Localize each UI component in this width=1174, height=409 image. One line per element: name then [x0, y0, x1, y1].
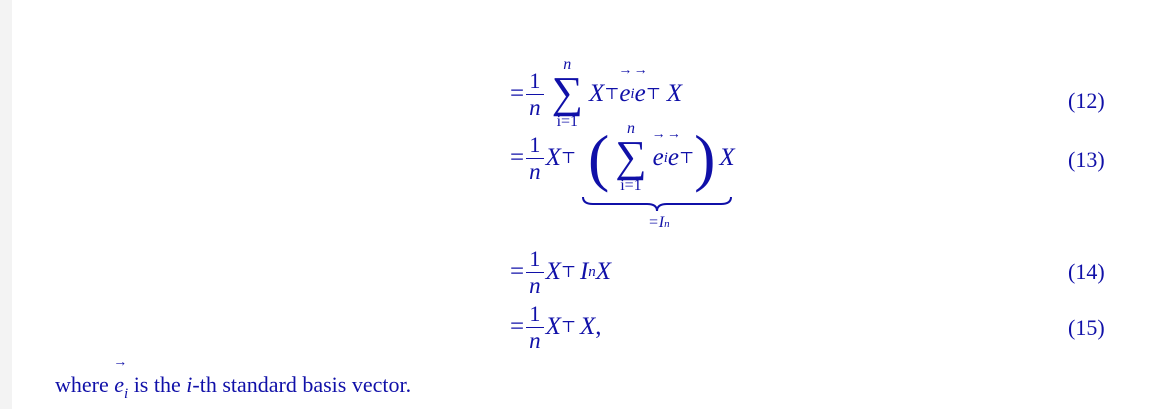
basis-vector-e: e — [113, 355, 127, 398]
equals-sign: = — [510, 144, 525, 171]
underbrace — [582, 196, 732, 212]
equals-sign: = — [510, 80, 525, 107]
equation-number: (13) — [1068, 147, 1105, 172]
transpose-mark: ⊤ — [604, 86, 620, 103]
matrix-x: X — [595, 258, 612, 285]
equation-number: (15) — [1068, 315, 1105, 340]
fraction-one-over-n: 1 n — [526, 132, 544, 185]
fraction-one-over-n: 1 n — [526, 301, 544, 354]
fraction-one-over-n: 1 n — [526, 68, 544, 121]
underbrace-label: =In — [648, 214, 670, 231]
matrix-x: X — [719, 144, 735, 171]
transpose-mark: ⊤ — [645, 86, 661, 103]
matrix-x: X — [545, 144, 561, 171]
transpose-mark: ⊤ — [560, 319, 576, 336]
transpose-mark: ⊤ — [560, 150, 576, 167]
transpose-mark: ⊤ — [679, 150, 695, 167]
matrix-x: X — [588, 80, 605, 107]
equation-number: (12) — [1068, 88, 1105, 113]
basis-vector-e: e — [652, 127, 666, 172]
basis-vector-e: e — [634, 63, 648, 108]
identity-matrix: I — [579, 258, 589, 285]
summation: n ∑ i=1 — [551, 56, 583, 131]
matrix-x: X — [666, 80, 683, 107]
page-gutter — [0, 0, 12, 409]
equals-sign: = — [510, 258, 525, 285]
fraction-one-over-n: 1 n — [526, 246, 544, 299]
matrix-x: X — [545, 258, 561, 285]
equation-15: = 1 n X ⊤ X, — [510, 300, 602, 354]
basis-vector-e: e — [618, 63, 632, 108]
equals-sign: = — [510, 313, 525, 340]
equation-13: = 1 n X ⊤ ( n ∑ i=1 ei e⊤ ) X — [510, 118, 735, 198]
basis-vector-e: e — [667, 127, 681, 172]
equation-12: = 1 n n ∑ i=1 X ⊤ ei e⊤ X — [510, 54, 682, 134]
summation: n ∑ i=1 — [615, 120, 647, 195]
transpose-mark: ⊤ — [560, 264, 576, 281]
equation-number: (14) — [1068, 259, 1105, 284]
matrix-x: X — [545, 313, 561, 340]
explanation-text: where ei is the i-th standard basis vect… — [55, 355, 411, 403]
matrix-x: X — [579, 313, 596, 340]
